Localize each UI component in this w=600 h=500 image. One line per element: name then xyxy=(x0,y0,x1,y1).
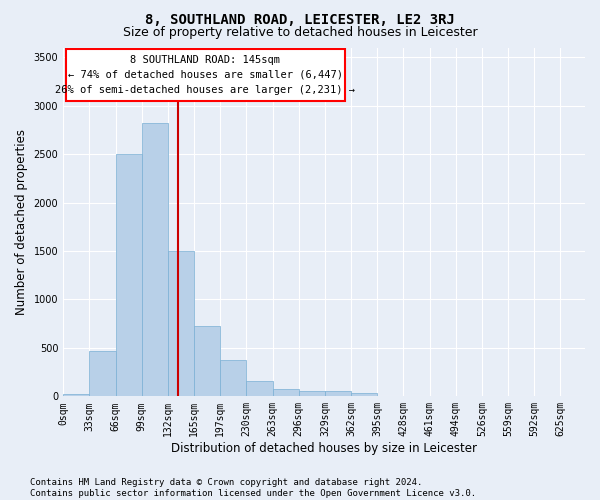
Text: Contains HM Land Registry data © Crown copyright and database right 2024.
Contai: Contains HM Land Registry data © Crown c… xyxy=(30,478,476,498)
Y-axis label: Number of detached properties: Number of detached properties xyxy=(15,129,28,315)
Bar xyxy=(247,381,272,396)
Bar xyxy=(116,154,142,396)
Bar xyxy=(142,123,168,396)
Bar xyxy=(220,360,247,397)
Text: 8, SOUTHLAND ROAD, LEICESTER, LE2 3RJ: 8, SOUTHLAND ROAD, LEICESTER, LE2 3RJ xyxy=(145,12,455,26)
Text: 26% of semi-detached houses are larger (2,231) →: 26% of semi-detached houses are larger (… xyxy=(55,86,355,96)
Bar xyxy=(272,389,299,396)
X-axis label: Distribution of detached houses by size in Leicester: Distribution of detached houses by size … xyxy=(171,442,477,455)
FancyBboxPatch shape xyxy=(65,50,345,101)
Bar xyxy=(168,251,194,396)
Text: 8 SOUTHLAND ROAD: 145sqm: 8 SOUTHLAND ROAD: 145sqm xyxy=(130,54,280,64)
Text: Size of property relative to detached houses in Leicester: Size of property relative to detached ho… xyxy=(122,26,478,39)
Text: ← 74% of detached houses are smaller (6,447): ← 74% of detached houses are smaller (6,… xyxy=(68,70,343,80)
Bar xyxy=(63,394,89,396)
Bar xyxy=(351,394,377,396)
Bar xyxy=(89,351,116,397)
Bar xyxy=(194,326,220,396)
Bar xyxy=(325,392,351,396)
Bar xyxy=(299,392,325,396)
